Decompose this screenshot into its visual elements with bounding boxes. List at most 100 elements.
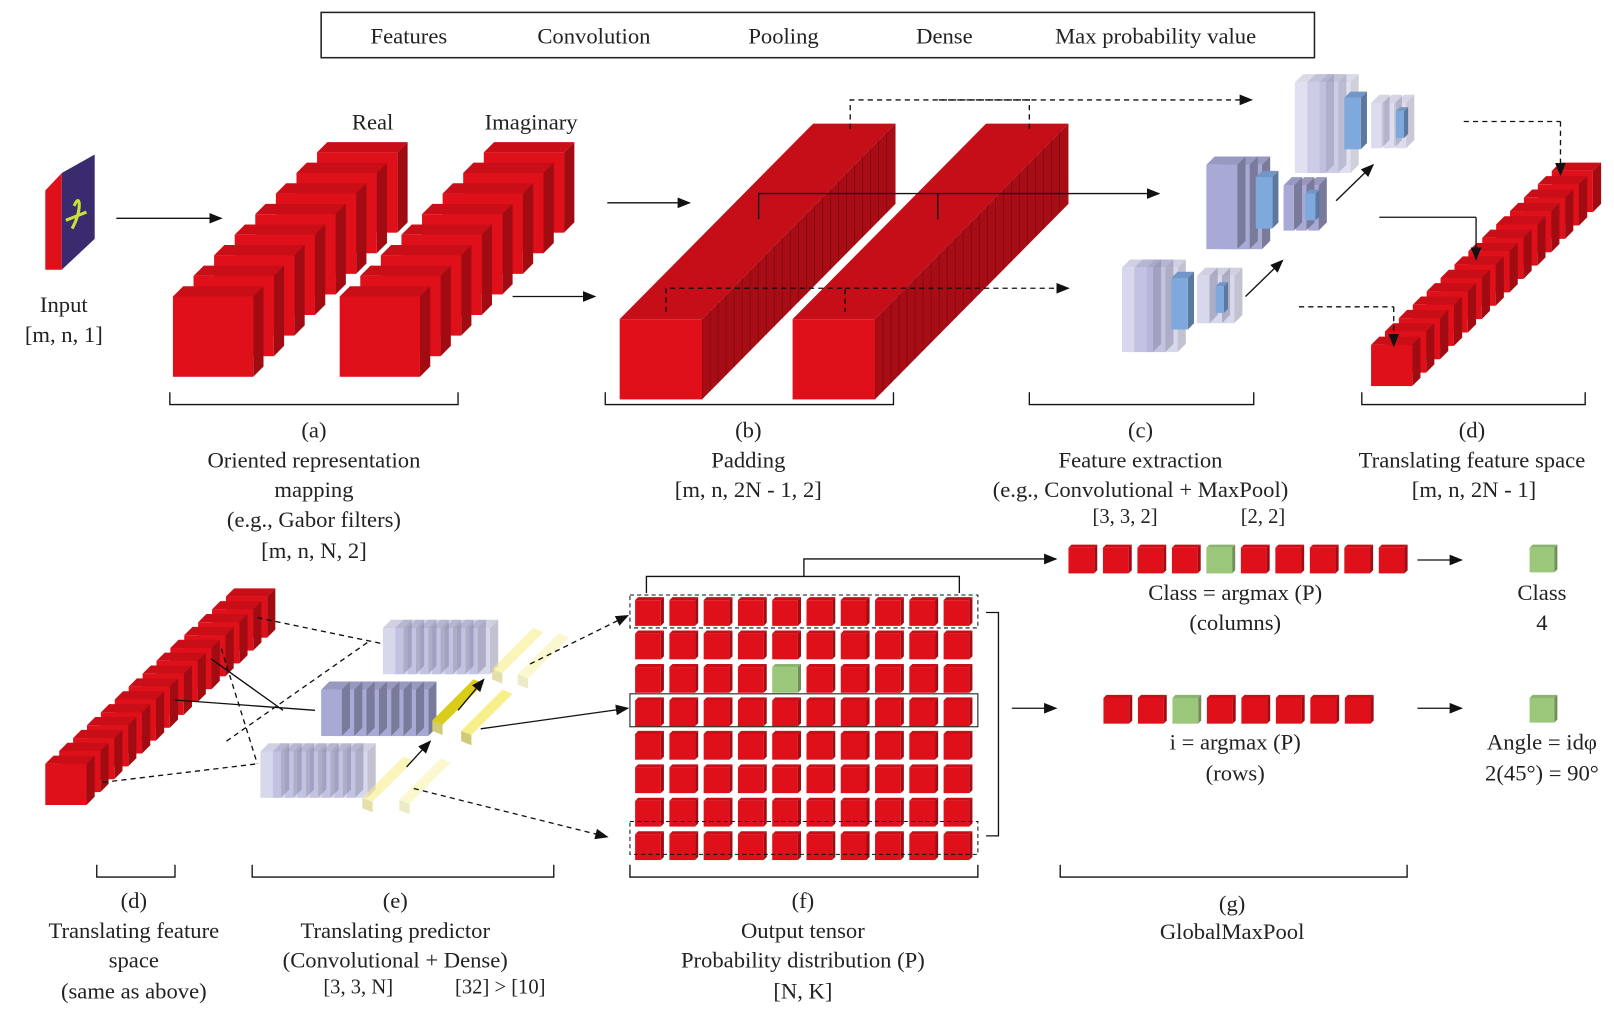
tensor-cell	[669, 730, 699, 760]
cube-front	[806, 767, 833, 794]
tensor-cell	[840, 697, 870, 727]
cube-top	[1426, 283, 1477, 292]
cube-top	[1171, 544, 1201, 548]
cube-side	[866, 730, 870, 760]
cube-side	[1232, 694, 1236, 724]
cube-side	[489, 619, 499, 675]
tensor-cell	[943, 764, 973, 794]
cube-front	[635, 834, 661, 861]
class-vector-cell	[1240, 544, 1270, 574]
cube-top	[669, 597, 699, 601]
class-vector-cell	[1344, 544, 1374, 574]
cube-side	[1453, 296, 1463, 346]
caption-e-tag: (e)	[383, 888, 408, 913]
tensor-cell	[737, 697, 767, 727]
class-axis: (columns)	[1189, 610, 1281, 635]
legend-pooling: Pooling	[748, 23, 818, 48]
cube-side	[169, 678, 179, 728]
dense-front	[517, 674, 529, 689]
cube-side	[866, 697, 870, 727]
caption-f-line2: Probability distribution (P)	[681, 948, 925, 973]
dense-front	[461, 730, 472, 746]
dense-top	[492, 627, 544, 674]
cube-front	[737, 600, 764, 626]
cube-side	[832, 663, 836, 693]
cube-top	[184, 626, 234, 636]
cube-top	[943, 797, 973, 801]
cube-top	[1309, 544, 1339, 548]
cube-side	[866, 597, 870, 626]
predictor-conv-layer	[285, 743, 314, 798]
tensor-cell	[875, 730, 904, 760]
feature-map-imaginary	[339, 286, 431, 377]
real-label: Real	[352, 110, 393, 135]
tensor-cell	[669, 831, 699, 861]
tensor-cell	[737, 730, 767, 760]
cube-front	[1137, 547, 1164, 574]
cube-top	[806, 597, 836, 601]
class-vector-max	[1206, 544, 1236, 574]
tensor-cell	[840, 663, 870, 693]
class-vector-cell	[1102, 544, 1132, 574]
tensor-cell	[635, 597, 664, 626]
cube-top	[45, 755, 95, 764]
cube-top	[1102, 544, 1132, 548]
cube-side	[1579, 176, 1588, 226]
cube-top	[317, 142, 408, 153]
cube-top	[635, 630, 664, 634]
cube-front	[703, 667, 730, 693]
cube-top	[1206, 694, 1236, 698]
cube-front	[943, 600, 970, 626]
cube-side	[832, 764, 836, 794]
predictor-conv-layer	[297, 743, 327, 798]
predictor-conv-layer	[419, 619, 449, 675]
cube-side	[900, 730, 904, 760]
cube-side	[1301, 694, 1305, 724]
cube-front	[1275, 697, 1302, 724]
cube-top	[737, 630, 767, 634]
cube-front	[840, 633, 867, 660]
cube-side	[318, 743, 327, 798]
cube-top	[875, 663, 904, 668]
cube-front	[703, 733, 730, 760]
cube-top	[943, 730, 973, 734]
dense-active	[432, 679, 484, 725]
legend-box	[320, 11, 1316, 59]
tensor-cell	[909, 764, 939, 794]
cube-side	[832, 630, 836, 660]
cube-side	[1554, 544, 1558, 573]
cube-side	[660, 663, 664, 693]
cube-front	[669, 700, 696, 727]
cube-side	[935, 663, 939, 693]
cube-side	[729, 597, 733, 626]
cube-top	[156, 652, 206, 661]
cube-side	[900, 764, 904, 794]
cube-front	[1307, 82, 1339, 173]
cube-front	[909, 800, 936, 827]
cube-side	[1094, 544, 1098, 574]
dense-layer	[399, 758, 451, 815]
cube-front	[635, 800, 661, 827]
predictor-conv-layer	[407, 619, 437, 675]
tensor-cell	[635, 764, 664, 794]
cube-top	[198, 614, 248, 623]
caption-b-shape: [m, n, 2N - 1, 2]	[675, 477, 822, 502]
cube-top	[669, 797, 699, 801]
cube-top	[322, 743, 352, 752]
cube-side	[763, 797, 767, 827]
cube-top	[395, 619, 425, 628]
cube-front	[703, 633, 730, 660]
cube-top	[909, 797, 939, 801]
predictor-conv-layer	[395, 619, 425, 675]
cube-front	[909, 667, 936, 693]
cube-side	[866, 764, 870, 794]
cube-side	[403, 619, 412, 675]
input-label: Input	[40, 292, 88, 317]
legend-features: Features	[371, 23, 448, 48]
predictor-conv-layer	[272, 743, 302, 798]
cube-side	[1467, 283, 1477, 333]
cube-side	[403, 681, 412, 737]
cube-top	[260, 743, 290, 752]
feature-map-real	[172, 286, 264, 377]
cube-top	[285, 743, 314, 752]
